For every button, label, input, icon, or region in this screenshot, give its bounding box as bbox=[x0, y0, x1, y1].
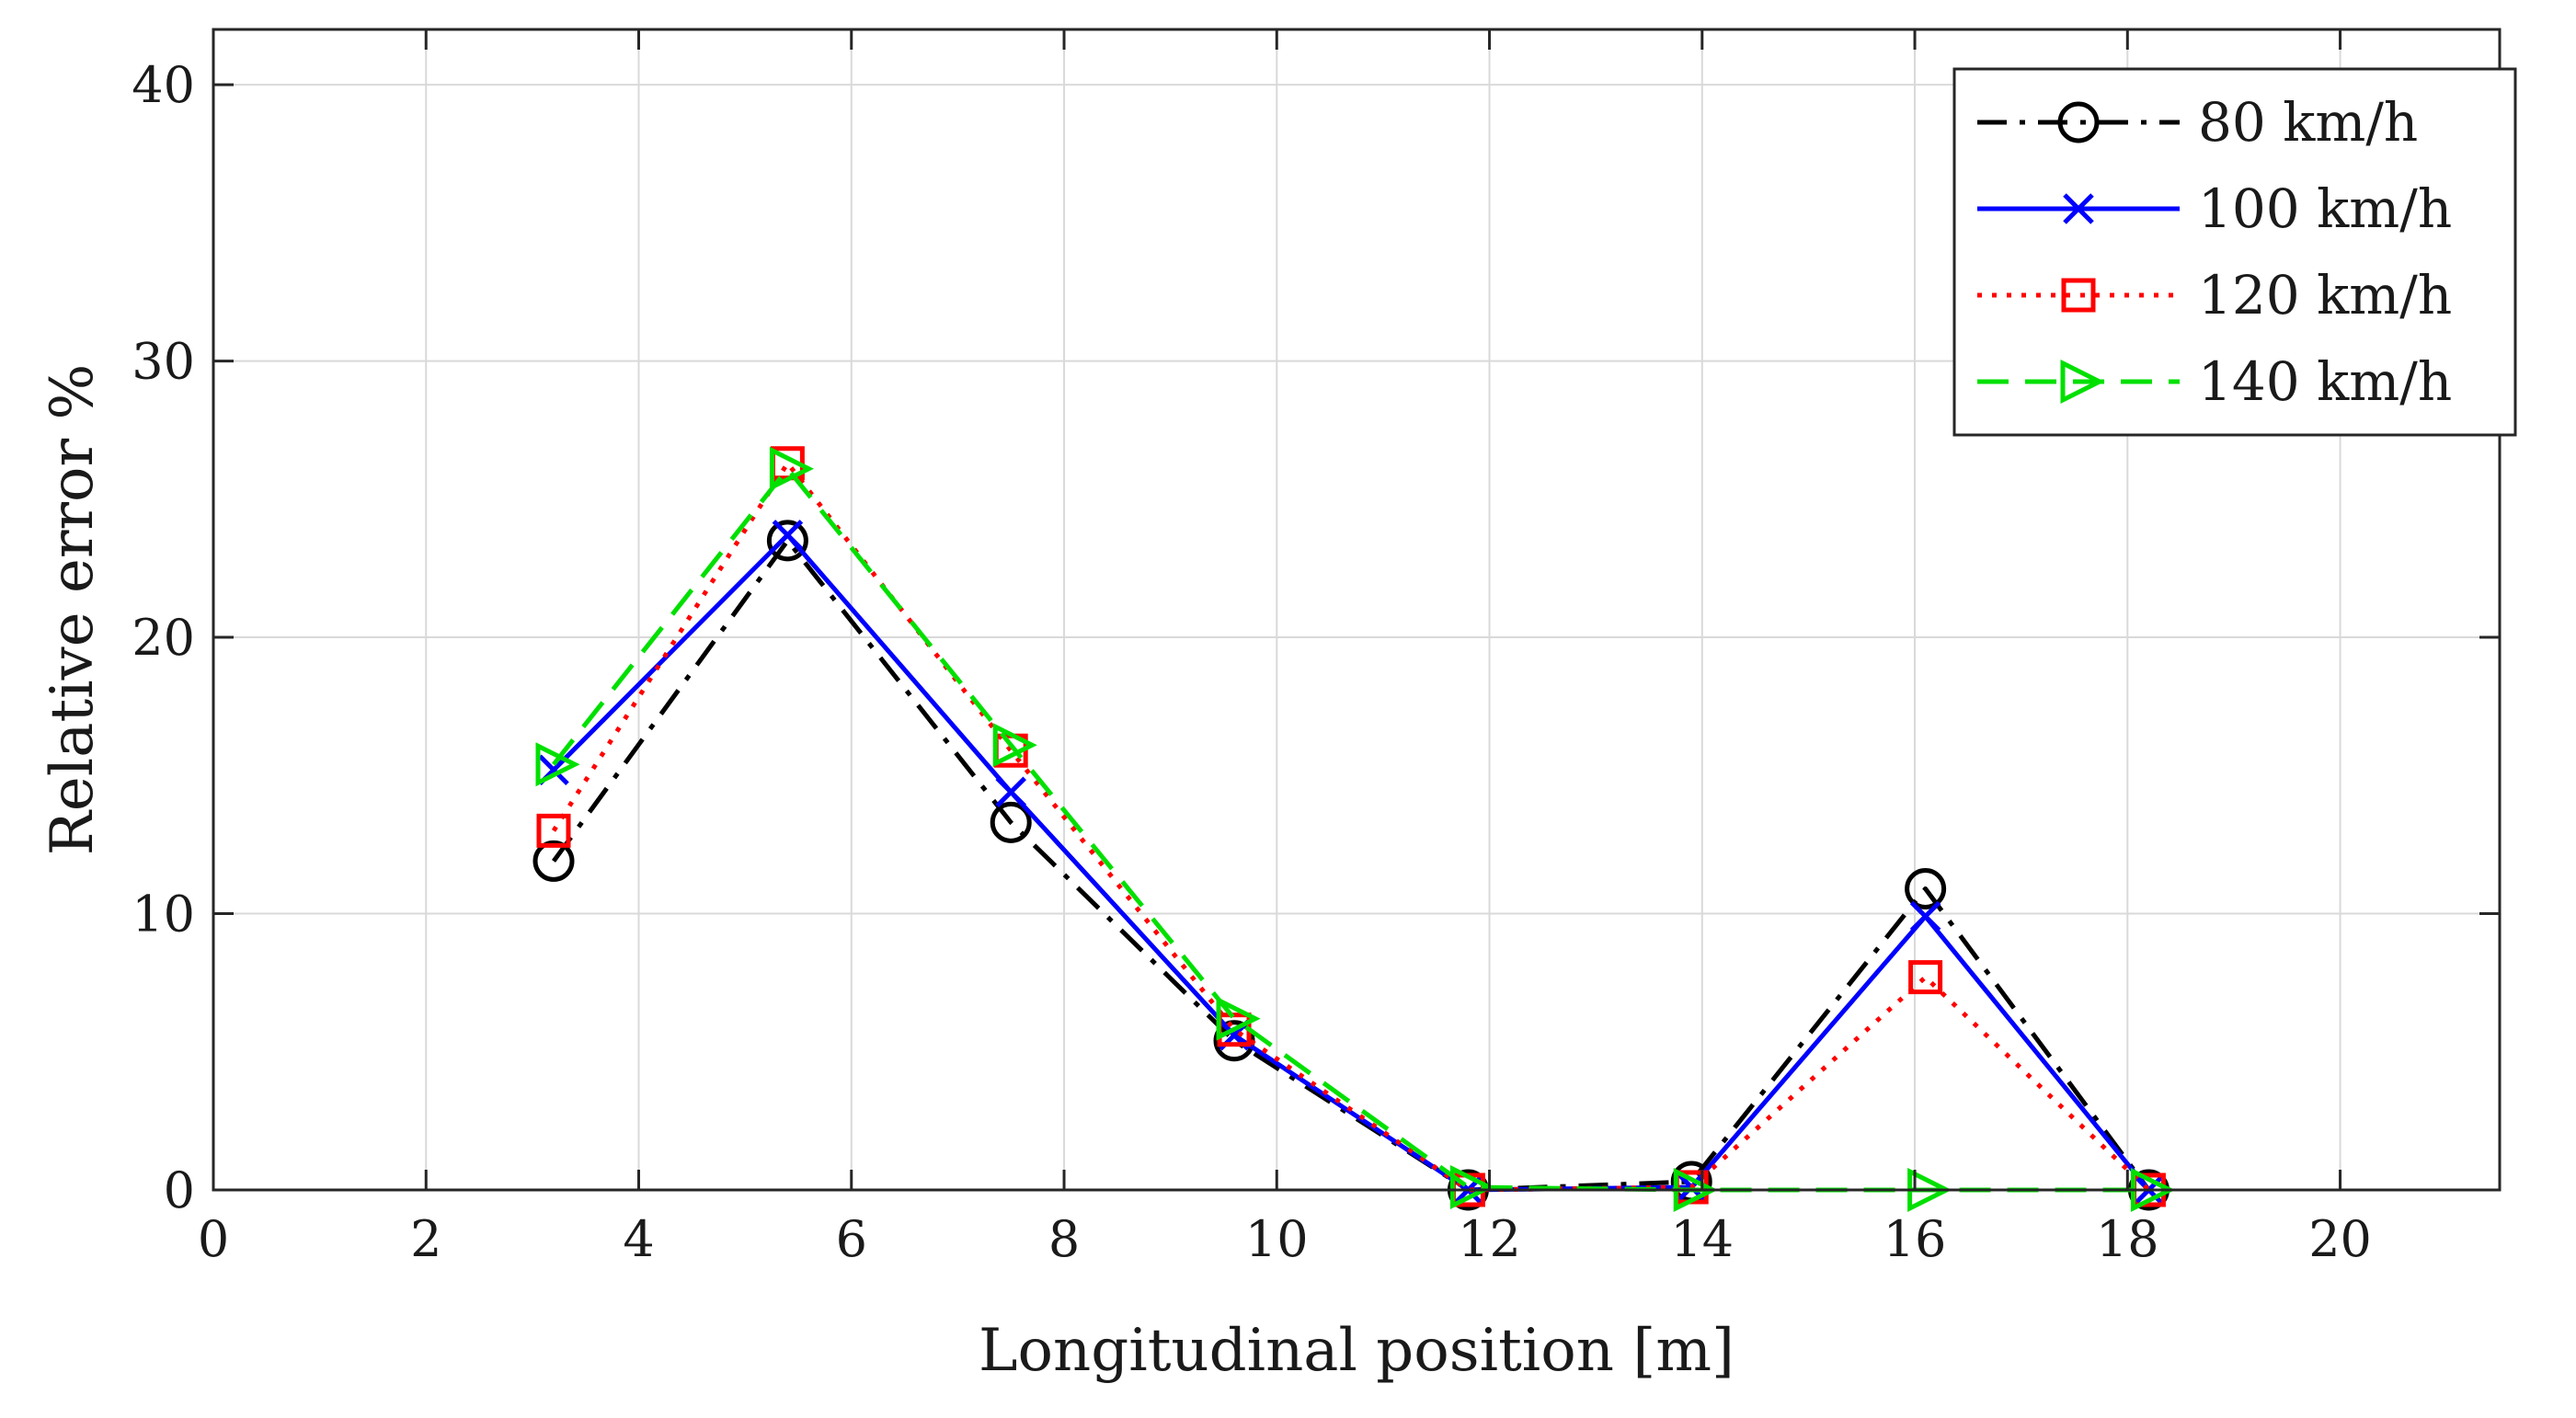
y-tick-label: 40 bbox=[132, 56, 195, 114]
x-tick-label: 10 bbox=[1245, 1210, 1309, 1268]
legend-label: 120 km/h bbox=[2198, 264, 2452, 326]
legend-entry: 140 km/h bbox=[1977, 350, 2452, 413]
y-tick-label: 10 bbox=[132, 886, 195, 943]
legend-label: 80 km/h bbox=[2198, 91, 2418, 154]
x-tick-label: 12 bbox=[1458, 1210, 1521, 1268]
tick-labels: 0 2 4 6 8 10 12 14 16 18 20 0 10 20 30 40 bbox=[132, 56, 2372, 1268]
legend: 80 km/h 100 km/h 120 km/h 140 km/h bbox=[1952, 67, 2517, 437]
plot-area-frame bbox=[212, 28, 2502, 1192]
legend-box bbox=[1952, 67, 2517, 437]
data-point bbox=[1909, 900, 1941, 932]
axis-ticks bbox=[212, 29, 2500, 1192]
y-tick-label: 30 bbox=[132, 333, 195, 391]
x-tick-label: 16 bbox=[1883, 1210, 1947, 1268]
x-tick-label: 18 bbox=[2096, 1210, 2159, 1268]
x-tick-label: 4 bbox=[623, 1210, 654, 1268]
x-tick-label: 2 bbox=[410, 1210, 441, 1268]
legend-marker bbox=[2057, 101, 2100, 143]
series-line bbox=[551, 538, 2151, 1193]
data-point bbox=[535, 742, 580, 787]
legend-entry: 100 km/h bbox=[1977, 177, 2452, 240]
data-point bbox=[1216, 996, 1261, 1041]
legend-marker bbox=[2063, 193, 2094, 224]
data-point bbox=[990, 801, 1032, 843]
y-tick-label: 0 bbox=[164, 1161, 195, 1219]
x-tick-label: 6 bbox=[836, 1210, 867, 1268]
data-point bbox=[992, 723, 1037, 768]
legend-label: 140 km/h bbox=[2198, 350, 2452, 413]
series-line bbox=[552, 532, 2151, 1193]
data-point bbox=[769, 446, 814, 491]
x-tick-label: 14 bbox=[1670, 1210, 1734, 1268]
x-axis-title: Longitudinal position [m] bbox=[979, 1317, 1735, 1385]
grid-lines bbox=[212, 29, 2500, 1191]
data-point bbox=[995, 776, 1026, 808]
series-line bbox=[551, 461, 2151, 1193]
x-tick-label: 8 bbox=[1048, 1210, 1080, 1268]
x-tick-label: 20 bbox=[2308, 1210, 2372, 1268]
data-point bbox=[1905, 867, 1947, 909]
data-point bbox=[536, 813, 571, 848]
y-axis-title: Relative error % bbox=[39, 364, 107, 856]
data-point bbox=[1449, 1164, 1495, 1210]
legend-marker bbox=[2061, 278, 2096, 313]
data-point bbox=[1908, 960, 1943, 995]
data-point bbox=[766, 520, 808, 562]
y-tick-label: 20 bbox=[132, 609, 195, 667]
legend-entry: 80 km/h bbox=[1977, 91, 2418, 154]
legend-marker bbox=[2060, 359, 2105, 405]
legend-label: 100 km/h bbox=[2198, 177, 2452, 240]
x-tick-label: 0 bbox=[198, 1210, 229, 1268]
data-point bbox=[772, 520, 804, 551]
legend-entry: 120 km/h bbox=[1977, 264, 2452, 326]
data-point bbox=[532, 840, 575, 882]
